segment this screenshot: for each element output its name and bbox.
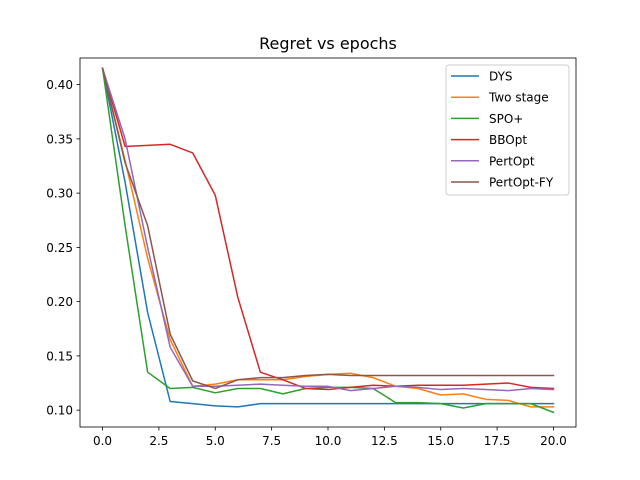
y-tick-label: 0.20 — [46, 295, 73, 309]
x-tick-label: 0.0 — [93, 434, 112, 448]
series-line-2 — [101, 67, 555, 414]
series-line-5 — [101, 67, 555, 390]
y-tick-label: 0.25 — [46, 241, 73, 255]
y-tick-label: 0.15 — [46, 349, 73, 363]
legend-label: PertOpt — [489, 154, 535, 168]
y-tick-label: 0.10 — [46, 404, 73, 418]
x-tick-label: 20.0 — [540, 434, 567, 448]
axes-layer: 0.0 2.5 5.0 7.5 10.0 12.5 15.0 17.5 20.0 0.10 0.15… — [46, 57, 577, 448]
legend-label: BBOpt — [489, 133, 527, 147]
x-tick-label: 10.0 — [315, 434, 342, 448]
x-tick-label: 17.5 — [484, 434, 511, 448]
legend: DYS Two stage SPO+ BBOpt PertOpt PertOpt-FY — [445, 64, 570, 196]
legend-label: Two stage — [488, 91, 549, 105]
y-tick-label: 0.30 — [46, 187, 73, 201]
legend-label: DYS — [489, 70, 513, 84]
series-line-0 — [101, 67, 555, 408]
y-tick-label: 0.35 — [46, 132, 73, 146]
x-tick-label: 7.5 — [262, 434, 281, 448]
x-tick-label: 5.0 — [206, 434, 225, 448]
legend-label: SPO+ — [489, 112, 523, 126]
series-layer — [101, 67, 555, 414]
x-tick-label: 15.0 — [427, 434, 454, 448]
series-line-4 — [101, 67, 555, 392]
chart-title: Regret vs epochs — [259, 34, 397, 53]
x-tick-label: 12.5 — [371, 434, 398, 448]
series-line-3 — [101, 67, 555, 391]
x-tick-label: 2.5 — [149, 434, 168, 448]
legend-label: PertOpt-FY — [489, 176, 554, 190]
y-tick-label: 0.40 — [46, 78, 73, 92]
